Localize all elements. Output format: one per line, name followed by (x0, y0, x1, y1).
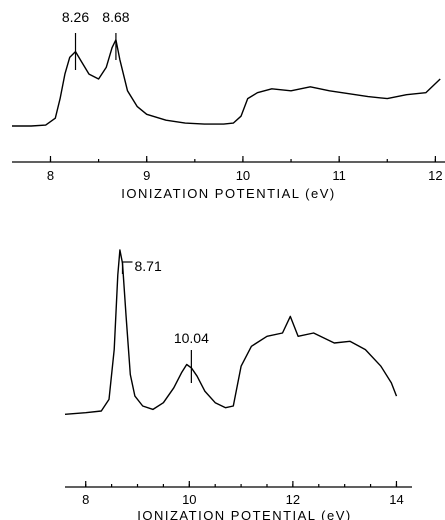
x-tick-label: 8 (47, 168, 54, 183)
x-tick-label: 10 (236, 168, 250, 183)
chart-top: 8 9 10 11 12 IONIZATION POTENTIAL (eV) 8.26 8.6… (12, 9, 445, 201)
x-tick-label: 9 (143, 168, 150, 183)
x-axis-label: IONIZATION POTENTIAL (eV) (137, 508, 351, 520)
peak-annotation: 10.04 (174, 330, 209, 346)
peak-annotation: 8.26 (62, 9, 89, 25)
x-tick-label: 12 (286, 492, 300, 507)
x-tick-label: 8 (82, 492, 89, 507)
x-tick-label: 10 (182, 492, 196, 507)
spectrum-trace (12, 39, 441, 127)
x-tick-label: 14 (389, 492, 403, 507)
x-tick-label: 12 (428, 168, 442, 183)
x-axis-label: IONIZATION POTENTIAL (eV) (121, 186, 335, 201)
spectrum-trace (64, 249, 398, 415)
peak-annotation: 8.71 (134, 258, 161, 274)
peak-annotation: 8.68 (102, 9, 129, 25)
chart-bottom: 8 10 12 14 IONIZATION POTENTIAL (eV) 8.71 10.0… (64, 249, 412, 520)
x-tick-label: 11 (332, 168, 346, 183)
